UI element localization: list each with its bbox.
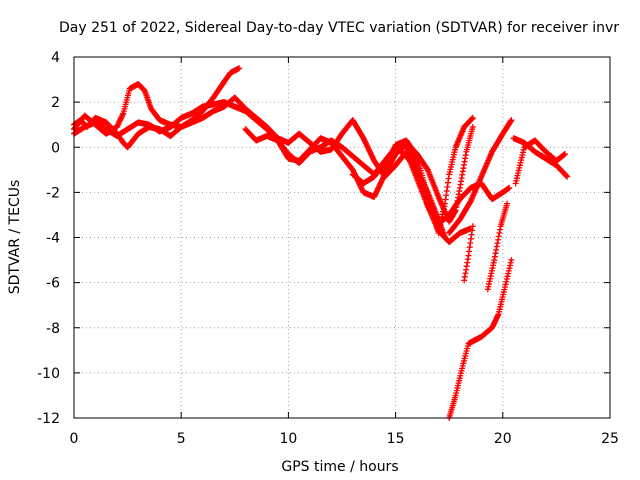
y-tick-label: -4 [46,231,60,247]
data-point [504,200,511,207]
x-axis-label: GPS time / hours [281,459,398,475]
x-tick-label: 15 [387,431,405,447]
data-point [469,114,476,121]
x-tick-label: 20 [494,431,512,447]
y-tick-label: -8 [46,321,60,337]
x-tick-label: 10 [279,431,297,447]
series-arc12 [461,223,476,284]
series-arc7 [446,117,515,236]
series-arc9 [512,137,568,187]
data-point [561,151,568,158]
data-point [236,65,243,72]
y-tick-label: -12 [37,411,60,427]
y-tick-label: -10 [37,366,60,382]
tick-labels: 0 5 10 15 20 25 -12 -10 -8 -6 -4 -2 0 2 4 [37,50,619,447]
y-tick-label: 0 [51,140,60,156]
series-arc10 [446,257,515,421]
data-point [508,257,515,264]
y-tick-label: 4 [51,50,60,66]
x-tick-label: 5 [177,431,186,447]
x-tick-label: 25 [601,431,619,447]
series-arc6 [381,114,476,236]
data-point [508,117,515,124]
data-point [564,173,571,180]
data-point [506,184,513,191]
data-points [71,65,571,421]
chart-title: Day 251 of 2022, Sidereal Day-to-day VTE… [59,20,619,36]
plot-frame [73,56,611,419]
y-tick-label: -6 [46,276,60,292]
y-axis-label: SDTVAR / TECUs [7,180,23,295]
x-tick-label: 0 [70,431,79,447]
y-tick-label: -2 [46,185,60,201]
data-point [469,123,476,130]
data-point [469,223,476,230]
series-arc11 [484,200,511,293]
y-tick-label: 2 [51,95,60,111]
